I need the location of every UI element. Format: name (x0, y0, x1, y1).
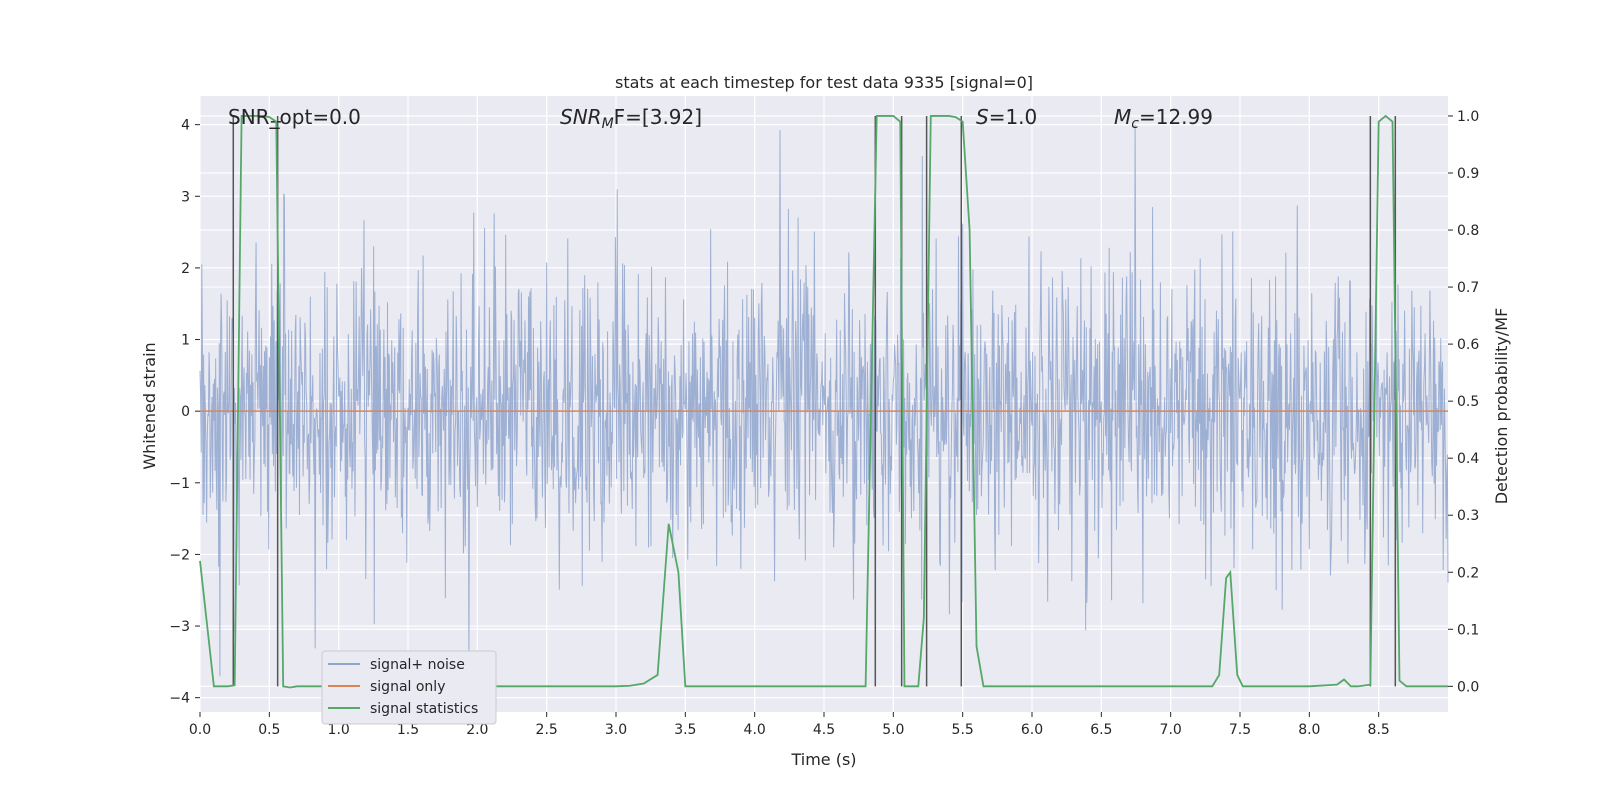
legend-box (321, 650, 497, 725)
y-left-tick-label-0: 4 (181, 118, 190, 134)
y-right-tick-label-3: 0.7 (1457, 280, 1479, 296)
y-right-tick-label-10: 0.0 (1457, 679, 1479, 695)
legend-label-signal-statistics: signal statistics (370, 701, 478, 717)
chart-title: stats at each timestep for test data 933… (615, 73, 1033, 92)
series-signal-noise-line (199, 124, 1449, 677)
x-tick-label-7: 3.5 (674, 722, 696, 738)
y-left-tick-label-7: −3 (169, 619, 190, 635)
x-axis-title: Time (s) (790, 750, 856, 769)
x-tick-label-0: 0.0 (189, 722, 211, 738)
annotation-s-rest: =1.0 (989, 105, 1038, 129)
x-tick-label-4: 2.0 (466, 722, 488, 738)
x-tick-label-14: 7.0 (1160, 722, 1182, 738)
y-right-tick-label-6: 0.4 (1457, 451, 1479, 467)
y-right-tick-label-1: 0.9 (1457, 166, 1479, 182)
y-right-tick-label-0: 1.0 (1457, 109, 1479, 125)
y-right-axis-title: Detection probability/MF (1492, 308, 1511, 505)
annotation-snr-mf: SNRMF=[3.92] (560, 105, 702, 132)
annotation-snr-mf-rest: F=[3.92] (614, 105, 702, 129)
y-left-tick-label-6: −2 (169, 547, 190, 563)
x-axis-ticks: 0.0 0.5 1.0 1.5 2.0 2.5 3.0 3.5 4.0 4.5 5.0 5.5 6.0 6… (189, 712, 1390, 738)
annotation-mc-sub: c (1131, 116, 1139, 132)
y-right-tick-label-9: 0.1 (1457, 622, 1479, 638)
x-tick-label-17: 8.5 (1368, 722, 1390, 738)
series-signal-statistics (199, 114, 1448, 689)
y-left-tick-label-1: 3 (181, 189, 190, 205)
annotation-snr-mf-base: SNR (560, 105, 602, 129)
annotation-snr-opt: SNR_opt=0.0 (228, 105, 361, 129)
annotation-s: S=1.0 (976, 105, 1037, 129)
annotation-mc-rest: =12.99 (1139, 105, 1213, 129)
legend-label-signal-only: signal only (370, 679, 445, 695)
y-left-tick-label-5: −1 (169, 476, 190, 492)
y-right-tick-label-8: 0.2 (1457, 565, 1479, 581)
x-tick-label-2: 1.0 (328, 722, 350, 738)
x-tick-label-8: 4.0 (744, 722, 766, 738)
annotation-mc: Mc=12.99 (1114, 105, 1213, 132)
x-tick-label-6: 3.0 (605, 722, 627, 738)
series-signal-noise (199, 124, 1449, 677)
y-left-axis-ticks: 4 3 2 1 0 −1 −2 −3 −4 (169, 118, 200, 707)
x-tick-label-10: 5.0 (882, 722, 904, 738)
series-signal-statistics-line (199, 114, 1448, 689)
y-right-tick-label-7: 0.3 (1457, 508, 1479, 524)
x-tick-label-15: 7.5 (1229, 722, 1251, 738)
y-right-tick-label-5: 0.5 (1457, 394, 1479, 410)
annotation-snr-mf-sub: M (602, 116, 614, 132)
x-tick-label-5: 2.5 (536, 722, 558, 738)
x-tick-label-3: 1.5 (397, 722, 419, 738)
x-tick-label-16: 8.0 (1298, 722, 1320, 738)
y-left-axis-title: Whitened strain (140, 342, 159, 469)
y-right-tick-label-2: 0.8 (1457, 223, 1479, 239)
x-tick-label-9: 4.5 (813, 722, 835, 738)
y-left-tick-label-8: −4 (169, 691, 190, 707)
legend-label-signal-noise: signal+ noise (370, 657, 465, 673)
y-left-tick-label-2: 2 (181, 261, 190, 277)
annotation-mc-base: M (1114, 105, 1131, 129)
y-left-tick-label-4: 0 (181, 404, 190, 420)
y-left-tick-label-3: 1 (181, 333, 190, 349)
x-tick-label-1: 0.5 (258, 722, 280, 738)
legend: signal+ noise signal only signal statist… (321, 650, 497, 725)
x-tick-label-13: 6.5 (1090, 722, 1112, 738)
x-tick-label-11: 5.5 (952, 722, 974, 738)
y-right-axis-ticks: 1.0 0.9 0.8 0.7 0.6 0.5 0.4 0.3 0.2 0.1 0.0 (1448, 109, 1479, 695)
y-right-tick-label-4: 0.6 (1457, 337, 1479, 353)
annotation-s-base: S (976, 105, 989, 129)
x-tick-label-12: 6.0 (1021, 722, 1043, 738)
